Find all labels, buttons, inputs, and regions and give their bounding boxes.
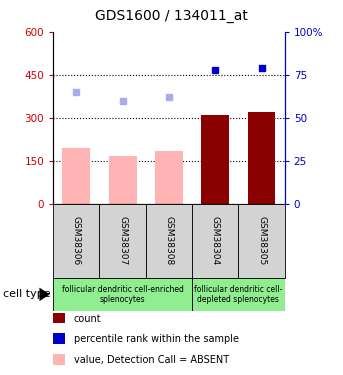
Bar bbox=[53, 278, 192, 311]
Bar bbox=[62, 148, 90, 204]
Text: GSM38307: GSM38307 bbox=[118, 216, 127, 266]
Bar bbox=[99, 204, 146, 278]
Bar bbox=[192, 278, 285, 311]
Bar bbox=[146, 204, 192, 278]
Bar bbox=[248, 112, 275, 204]
Bar bbox=[238, 204, 285, 278]
Text: follicular dendritic cell-
depleted splenocytes: follicular dendritic cell- depleted sple… bbox=[194, 285, 283, 304]
Bar bbox=[192, 204, 238, 278]
Text: GSM38306: GSM38306 bbox=[72, 216, 81, 266]
Text: follicular dendritic cell-enriched
splenocytes: follicular dendritic cell-enriched splen… bbox=[62, 285, 184, 304]
Bar bbox=[53, 204, 99, 278]
Text: GDS1600 / 134011_at: GDS1600 / 134011_at bbox=[95, 9, 248, 23]
Text: value, Detection Call = ABSENT: value, Detection Call = ABSENT bbox=[74, 355, 229, 365]
Bar bbox=[155, 151, 183, 204]
Bar bbox=[109, 156, 137, 204]
Bar bbox=[201, 115, 229, 204]
Text: GSM38304: GSM38304 bbox=[211, 216, 220, 266]
Text: count: count bbox=[74, 314, 102, 324]
Text: GSM38308: GSM38308 bbox=[164, 216, 174, 266]
Text: cell type: cell type bbox=[3, 290, 51, 299]
Text: GSM38305: GSM38305 bbox=[257, 216, 266, 266]
Text: percentile rank within the sample: percentile rank within the sample bbox=[74, 334, 239, 344]
